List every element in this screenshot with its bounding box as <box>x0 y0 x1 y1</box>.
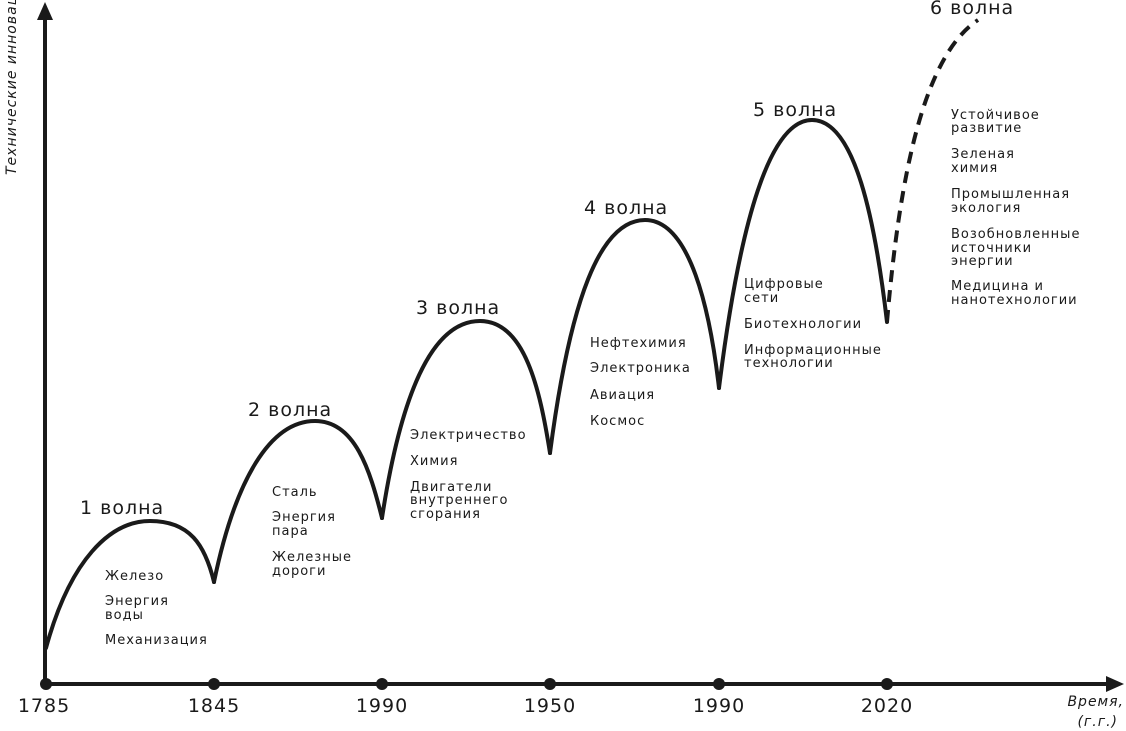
x-axis-arrow <box>1106 676 1124 692</box>
wave-1-item-2-line2: воды <box>105 608 144 623</box>
wave-3-item-3-line1: Двигатели <box>410 480 492 495</box>
wave-5-item-1-line1: Цифровые <box>744 277 824 292</box>
wave-6-item-5-line1: Медицина и <box>951 279 1044 294</box>
wave-1-item-2-line1: Энергия <box>105 594 169 609</box>
wave-6-item-2-line1: Зеленая <box>951 147 1015 162</box>
year-label-1: 1785 <box>18 695 70 717</box>
wave-5-curve <box>717 117 889 390</box>
wave-6-item-5-line2: нанотехнологии <box>951 293 1078 308</box>
axis-dot-6 <box>881 678 893 690</box>
wave-2-item-2-line2: пара <box>272 524 309 539</box>
wave-5-title: 5 волна <box>753 99 837 121</box>
wave-3-item-2: Химия <box>410 454 458 469</box>
x-axis-label-line2: (г.г.) <box>1077 714 1118 730</box>
axis-dot-4 <box>544 678 556 690</box>
wave-2-item-3-line2: дороги <box>272 564 326 579</box>
wave-3-item-3-line3: сгорания <box>410 507 481 522</box>
wave-1-item-1: Железо <box>105 569 164 584</box>
wave-6-item-3-line2: экология <box>951 201 1021 216</box>
wave-4-item-2: Электроника <box>590 361 691 376</box>
year-label-4: 1950 <box>524 695 576 717</box>
wave-1-curve <box>44 518 216 650</box>
wave-5-item-2: Биотехнологии <box>744 317 862 332</box>
wave-2-item-2-line1: Энергия <box>272 510 336 525</box>
y-axis-arrow <box>37 2 53 20</box>
wave-6-item-1-line1: Устойчивое <box>951 108 1040 123</box>
wave-6-item-3-line1: Промышленная <box>951 187 1070 202</box>
wave-2-curve <box>212 418 384 584</box>
wave-6-item-4-line2: источники <box>951 241 1032 256</box>
wave-4-item-4: Космос <box>590 414 645 429</box>
wave-4-item-3: Авиация <box>590 388 655 403</box>
wave-3-curve <box>380 318 552 520</box>
wave-6-item-1-line2: развитие <box>951 121 1022 136</box>
wave-2-item-3-line1: Железные <box>272 550 352 565</box>
wave-4-title: 4 волна <box>584 197 668 219</box>
wave-2-item-1: Сталь <box>272 485 318 500</box>
wave-3-item-3-line2: внутреннего <box>410 493 508 508</box>
wave-3-title: 3 волна <box>416 297 500 319</box>
wave-5-item-1-line2: сети <box>744 291 779 306</box>
year-label-2: 1845 <box>188 695 240 717</box>
wave-2-title: 2 волна <box>248 399 332 421</box>
year-label-5: 1990 <box>693 695 745 717</box>
wave-4-curve <box>548 217 721 455</box>
axis-dot-1 <box>40 678 52 690</box>
axis-dot-2 <box>208 678 220 690</box>
wave-3-item-1: Электричество <box>410 428 527 443</box>
wave-5-item-3-line2: технологии <box>744 356 834 371</box>
wave-5-item-3-line1: Информационные <box>744 343 882 358</box>
axis-dot-5 <box>713 678 725 690</box>
wave-4-item-1: Нефтехимия <box>590 336 687 351</box>
wave-6-title: 6 волна <box>930 0 1014 19</box>
year-label-6: 2020 <box>861 695 913 717</box>
wave-6-item-4-line3: энергии <box>951 254 1014 269</box>
wave-6-item-4-line1: Возобновленные <box>951 227 1080 242</box>
x-axis-label-line1: Время, <box>1067 694 1124 710</box>
wave-1-item-3: Механизация <box>105 633 208 648</box>
axis-dot-3 <box>376 678 388 690</box>
wave-1-title: 1 волна <box>80 497 164 519</box>
y-axis-label: Технические инновации <box>4 0 20 175</box>
wave-6-item-2-line2: химия <box>951 161 998 176</box>
year-label-3: 1990 <box>356 695 408 717</box>
